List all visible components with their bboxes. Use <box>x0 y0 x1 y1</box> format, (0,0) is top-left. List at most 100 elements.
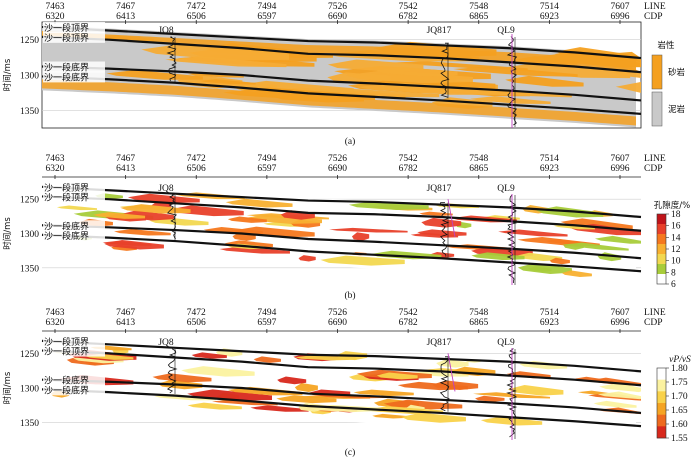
cdp-tick-label: 6996 <box>611 164 630 174</box>
property-lens <box>436 359 469 368</box>
y-axis-label: 时间/ms <box>2 58 13 91</box>
colorbar-segment <box>657 368 666 380</box>
colorbar-segment <box>657 391 666 404</box>
property-lens <box>199 79 256 85</box>
property-lens <box>203 226 263 235</box>
horizon-label: 沙一段顶界 <box>44 336 89 348</box>
property-lens <box>410 232 459 238</box>
property-lens <box>376 66 458 77</box>
cdp-tick-label: 6690 <box>328 164 347 174</box>
cdp-tick-label: 6690 <box>328 12 347 22</box>
colorbar-segment <box>657 403 666 415</box>
line-tick-label: 7526 <box>328 2 347 12</box>
property-lens <box>295 355 357 361</box>
horizon-label-bg <box>43 31 105 43</box>
cdp-tick-label: 6996 <box>611 12 630 22</box>
line-tick-label: 7542 <box>399 308 418 318</box>
sand-band-lower <box>42 79 636 126</box>
property-lens <box>470 96 551 105</box>
property-lens <box>212 399 278 406</box>
horizon-line <box>41 195 642 232</box>
colorbar-segment <box>657 214 666 225</box>
legend-title: 岩性 <box>657 40 675 51</box>
horizon-line <box>41 388 642 428</box>
colorbar-tick-label: 1.65 <box>671 406 688 416</box>
horizon-label: 沙一段底界 <box>44 230 89 242</box>
colorbar-segment <box>657 274 666 285</box>
cdp-tick-label: 6782 <box>399 318 418 328</box>
cdp-tick-label: 6996 <box>611 318 630 328</box>
property-lens <box>593 400 637 408</box>
cdp-tick-label: 6865 <box>469 318 488 328</box>
cdp-tick-label: 6597 <box>257 164 276 174</box>
y-tick-label: 1350 <box>20 419 39 429</box>
well-log-curve <box>439 202 450 257</box>
y-tick-label: 1350 <box>20 264 39 274</box>
horizon-line <box>41 65 642 102</box>
horizon-label: 沙一段顶界 <box>44 32 89 44</box>
line-tick-label: 7514 <box>540 308 559 318</box>
property-lens <box>329 227 408 233</box>
colorbar-title: vP/vS <box>669 355 691 365</box>
horizon-line <box>41 349 642 387</box>
well-log-curve <box>439 356 450 412</box>
line-tick-label: 7526 <box>328 154 347 164</box>
y-axis-label: 时间/ms <box>2 371 13 404</box>
property-lens <box>104 240 164 250</box>
horizon-line <box>41 25 642 60</box>
horizon-label: 沙一段顶界 <box>44 191 89 203</box>
horizon-label-bg <box>43 229 105 241</box>
property-lens <box>372 413 407 419</box>
horizon-line <box>41 75 642 115</box>
y-tick-label: 1250 <box>20 36 39 46</box>
colorbar-segment <box>657 426 666 439</box>
cdp-tick-label: 6782 <box>399 164 418 174</box>
horizon-label-bg <box>43 21 105 33</box>
property-lens <box>507 385 564 396</box>
property-lens <box>298 255 316 262</box>
property-lens <box>356 82 513 95</box>
colorbar-tick-label: 16 <box>671 222 681 232</box>
y-axis: 1250 1300 1350 时间/ms <box>2 350 39 429</box>
property-lens <box>276 395 337 404</box>
property-lens <box>597 391 641 400</box>
horizon-label-bg <box>43 61 105 73</box>
y-axis: 1250 1300 1350 时间/ms <box>2 36 39 117</box>
property-lens <box>528 266 552 272</box>
colorbar-frame <box>656 367 667 439</box>
line-tick-label: 7472 <box>187 2 206 12</box>
property-lens <box>397 381 468 391</box>
property-lens <box>345 70 473 84</box>
panel-a: 7463 7467 7472 7494 7526 7542 7548 7514 7607 6320… <box>2 2 686 147</box>
property-lens <box>120 204 191 214</box>
horizon-label: 沙一段顶界 <box>44 346 89 358</box>
property-lens <box>353 389 414 397</box>
cdp-tick-label: 6865 <box>469 164 488 174</box>
property-lens <box>505 75 584 87</box>
sand-band <box>42 30 636 71</box>
colorbar-tick-label: 1.55 <box>671 434 688 444</box>
line-tick-label: 7548 <box>469 308 488 318</box>
horizon-label-bg <box>43 71 105 83</box>
cdp-tick-label: 6413 <box>116 12 135 22</box>
colorbar-segment <box>657 264 666 275</box>
line-tick-label: 7607 <box>611 154 630 164</box>
property-lens <box>549 257 570 265</box>
well-trajectory <box>447 353 456 392</box>
wells: JQ8 JQ817 QL9 <box>158 338 518 440</box>
wells: JQ8 JQ817 QL9 <box>158 26 518 128</box>
cdp-tick-label: 6782 <box>399 12 418 22</box>
colorbar-segment <box>657 234 666 245</box>
horizon-label-bg <box>43 374 105 386</box>
y-tick-label: 1300 <box>20 230 39 240</box>
property-lens <box>168 205 244 217</box>
top-axis: 7463 7467 7472 7494 7526 7542 7548 7514 7607 6320… <box>46 2 666 24</box>
well-label: QL9 <box>497 26 515 36</box>
property-lens <box>56 205 98 211</box>
well-log-curve <box>166 36 177 82</box>
property-lens <box>515 252 563 261</box>
section-background <box>42 338 636 440</box>
line-tick-label: 7467 <box>116 154 135 164</box>
line-tick-label: 7494 <box>257 308 276 318</box>
